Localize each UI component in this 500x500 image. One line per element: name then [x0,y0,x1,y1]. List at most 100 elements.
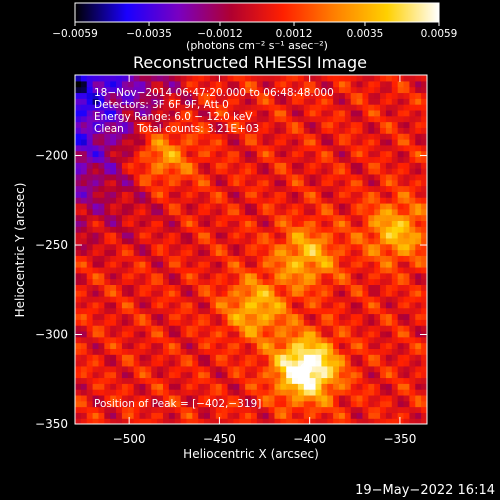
heatmap-cell [415,418,422,424]
heatmap-cell [233,115,240,123]
heatmap-cell [409,86,416,94]
heatmap-cell [180,348,188,355]
heatmap-cell [327,237,334,245]
heatmap-cell [80,109,88,117]
heatmap-cell [163,278,170,285]
heatmap-cell [303,197,311,204]
heatmap-cell [80,394,88,402]
heatmap-cell [362,243,369,251]
heatmap-cell [421,313,427,320]
heatmap-cell [251,197,258,204]
heatmap-cell [268,179,276,187]
heatmap-cell [362,92,369,99]
heatmap-cell [186,301,193,309]
heatmap-cell [350,156,358,163]
heatmap-cell [286,266,293,274]
heatmap-cell [421,261,427,268]
heatmap-cell [339,202,346,210]
heatmap-cell [292,150,299,158]
heatmap-cell [168,290,176,297]
heatmap-cell [380,319,387,326]
heatmap-cell [92,109,100,117]
heatmap-cell [268,156,276,163]
heatmap-cell [75,237,82,245]
heatmap-cell [303,220,311,227]
heatmap-cell [380,202,387,210]
heatmap-cell [75,313,82,320]
heatmap-cell [391,185,399,192]
heatmap-cell [127,418,135,424]
heatmap-cell [227,138,234,146]
heatmap-cell [121,307,129,315]
heatmap-cell [403,232,410,239]
heatmap-cell [280,371,287,379]
heatmap-cell [415,412,422,419]
heatmap-cell [385,109,393,117]
heatmap-cell [233,342,240,349]
heatmap-cell [192,232,199,239]
heatmap-cell [121,75,129,82]
heatmap-cell [174,336,182,344]
heatmap-cell [80,226,88,233]
heatmap-cell [86,325,94,332]
heatmap-cell [145,336,152,344]
heatmap-cell [251,168,258,175]
heatmap-cell [157,342,164,349]
heatmap-cell [327,418,334,424]
heatmap-cell [80,266,88,274]
heatmap-cell [292,319,299,326]
heatmap-cell [233,412,240,419]
heatmap-cell [303,342,311,349]
heatmap-cell [256,208,264,216]
heatmap-cell [262,400,270,408]
heatmap-cell [409,121,416,128]
heatmap-cell [168,377,176,384]
heatmap-cell [233,237,240,245]
heatmap-cell [239,237,246,245]
heatmap-cell [362,156,369,163]
heatmap-cell [139,377,146,384]
heatmap-cell [80,208,88,216]
heatmap-cell [403,185,410,192]
heatmap-cell [239,156,246,163]
heatmap-cell [385,272,393,280]
heatmap-cell [274,144,281,152]
heatmap-cell [327,150,334,158]
heatmap-cell [262,319,270,326]
heatmap-cell [344,249,352,256]
heatmap-cell [127,360,135,367]
heatmap-cell [174,156,182,163]
heatmap-cell [315,383,322,390]
heatmap-cell [145,226,152,233]
heatmap-cell [344,406,352,413]
heatmap-cell [151,243,158,251]
heatmap-cell [350,365,358,373]
heatmap-cell [139,121,146,128]
heatmap-cell [374,80,381,88]
heatmap-cell [397,418,405,424]
heatmap-cell [145,272,152,280]
heatmap-cell [245,156,252,163]
heatmap-cell [198,336,205,344]
heatmap-cell [204,406,211,413]
heatmap-cell [186,208,193,216]
heatmap-cell [362,342,369,349]
heatmap-cell [151,185,158,192]
heatmap-cell [192,255,199,262]
heatmap-cell [121,325,129,332]
heatmap-cell [262,365,270,373]
heatmap-cell [163,313,170,320]
heatmap-cell [186,138,193,146]
heatmap-cell [209,296,217,303]
heatmap-cell [368,133,375,140]
heatmap-cell [327,86,334,94]
heatmap-cell [75,75,82,82]
heatmap-cell [415,202,422,210]
heatmap-cell [315,290,322,297]
heatmap-cell [297,336,305,344]
heatmap-cell [157,86,164,94]
heatmap-cell [110,232,117,239]
heatmap-cell [180,301,188,309]
heatmap-cell [192,278,199,285]
heatmap-cell [356,371,364,379]
